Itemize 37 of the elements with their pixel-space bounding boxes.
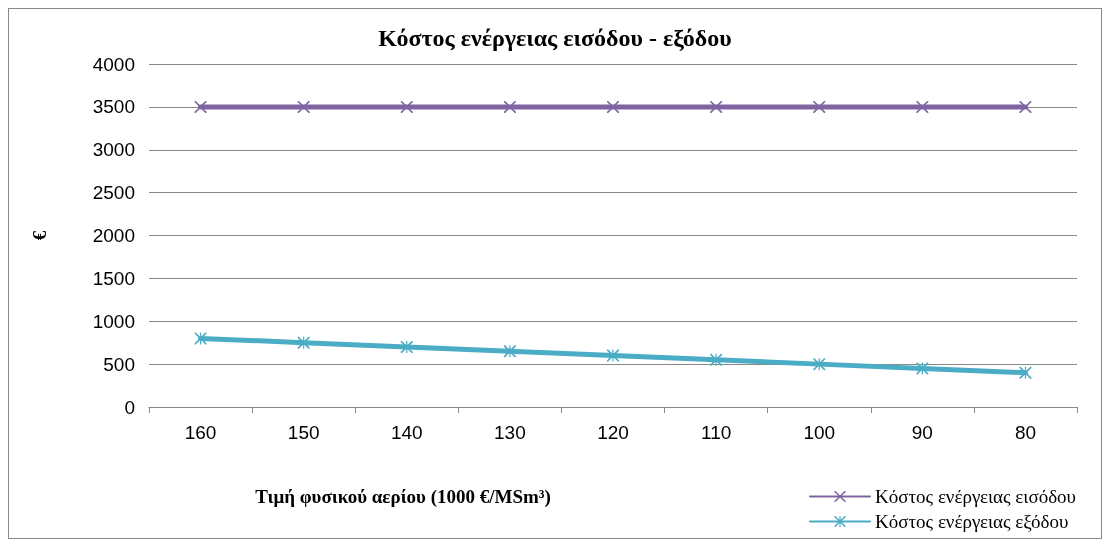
point: [194, 332, 207, 345]
point: [916, 362, 929, 375]
x-tick-label: 130: [494, 422, 526, 443]
point: [813, 358, 826, 371]
x-tick-label: 140: [390, 422, 423, 443]
point: [710, 100, 723, 113]
y-tick-label: 3500: [92, 96, 135, 118]
x-tick-label: 120: [597, 422, 629, 443]
point: [400, 100, 413, 113]
point: [1019, 366, 1032, 379]
y-tick-label: 500: [103, 353, 135, 375]
x-tick-label: 100: [803, 422, 836, 443]
x-axis-title: Τιμή φυσικού αερίου (1000 €/MSm³): [255, 486, 551, 508]
y-tick-label: 1500: [92, 267, 135, 289]
y-tick-label: 1000: [92, 310, 135, 332]
point: [607, 100, 619, 113]
point: [503, 100, 516, 113]
x-tick-label: 110: [700, 422, 732, 443]
point: [813, 100, 826, 113]
y-axis-title: €: [29, 230, 50, 241]
y-tick-label: 2500: [92, 182, 135, 204]
point: [710, 353, 723, 366]
point: [297, 336, 310, 349]
y-tick-label: 2000: [92, 225, 135, 246]
x-tick-label: 90: [911, 422, 933, 443]
y-tick-label: 4000: [92, 53, 135, 75]
x-tick-label: 160: [184, 422, 217, 443]
legend-label: Κόστος ενέργειας εξόδου: [875, 511, 1069, 532]
y-tick-label: 0: [124, 396, 135, 418]
legend-label: Κόστος ενέργειας εισόδου: [875, 486, 1076, 507]
point: [607, 349, 619, 362]
chart-title: Κόστος ενέργειας εισόδου - εξόδου: [378, 25, 732, 51]
point: [503, 345, 516, 358]
point: [400, 340, 413, 353]
x-tick-label: 80: [1014, 422, 1037, 443]
y-tick-label: 3000: [92, 139, 135, 161]
x-tick-label: 150: [287, 422, 320, 443]
